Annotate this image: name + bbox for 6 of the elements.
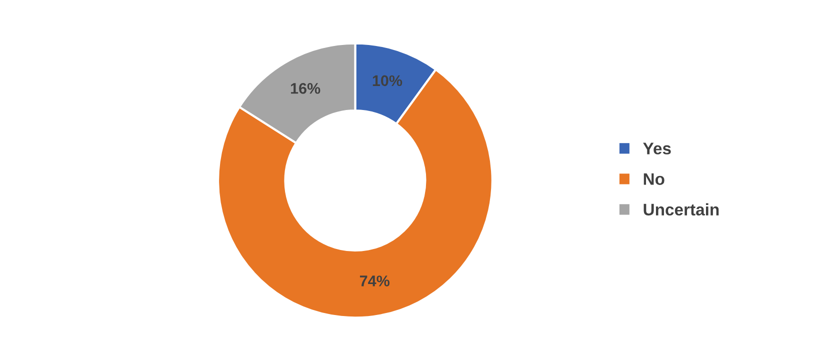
legend-label: Uncertain: [644, 203, 719, 216]
legend-label: Yes: [643, 142, 671, 154]
legend-label: No: [644, 173, 664, 185]
data-label: 74%: [360, 276, 390, 286]
data-label: 16%: [290, 83, 320, 94]
data-label: 10%: [372, 75, 402, 86]
